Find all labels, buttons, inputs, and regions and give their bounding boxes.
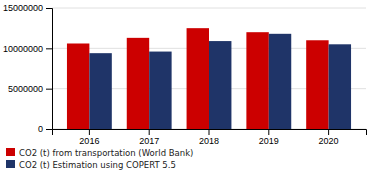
- tick: 0: [38, 124, 52, 134]
- legend-label: CO2 (t) from transportation (World Bank): [19, 148, 193, 158]
- tick-mark: [89, 129, 90, 135]
- bar-series: [89, 34, 351, 129]
- tick-label: 2018: [199, 136, 219, 146]
- legend-swatch: [6, 160, 15, 168]
- bar: [127, 38, 149, 129]
- grid: [52, 8, 366, 129]
- tick-mark: [46, 8, 52, 9]
- tick: 2019: [259, 129, 279, 146]
- tick: 2020: [319, 129, 339, 146]
- bar: [187, 28, 209, 129]
- bar: [306, 40, 328, 129]
- bar: [89, 53, 111, 129]
- plot: 0 5000000 10000000 15000000 2016 2017 2018 2019…: [3, 3, 367, 146]
- tick-label: 2020: [319, 136, 339, 146]
- tick-mark: [149, 129, 150, 135]
- x-axis: 2016 2017 2018 2019 2020: [53, 129, 367, 146]
- legend-label: CO2 (t) Estimation using COPERT 5.5: [19, 160, 176, 170]
- tick-label: 5000000: [8, 84, 43, 94]
- bars: [67, 28, 351, 129]
- tick-label: 2019: [259, 136, 279, 146]
- legend: CO2 (t) from transportation (World Bank)…: [6, 148, 193, 170]
- bar: [149, 52, 171, 129]
- bar: [269, 34, 291, 129]
- tick-mark: [46, 48, 52, 49]
- legend-swatch: [6, 148, 15, 156]
- tick-label: 0: [38, 124, 43, 134]
- y-axis: 0 5000000 10000000 15000000: [3, 3, 53, 134]
- tick-mark: [328, 129, 329, 135]
- tick: 10000000: [3, 44, 52, 54]
- tick-mark: [46, 89, 52, 90]
- legend-item: CO2 (t) Estimation using COPERT 5.5: [6, 160, 176, 170]
- tick-label: 15000000: [3, 3, 43, 13]
- tick-mark: [46, 129, 52, 130]
- tick-label: 10000000: [3, 44, 43, 54]
- grid-line: [52, 8, 366, 9]
- tick-label: 2016: [79, 136, 99, 146]
- legend-item: CO2 (t) from transportation (World Bank): [6, 148, 193, 158]
- tick: 2016: [79, 129, 99, 146]
- bar: [246, 32, 268, 129]
- axis-line: [46, 9, 53, 130]
- bar: [329, 44, 351, 129]
- tick: 15000000: [3, 3, 52, 13]
- chart: 0 5000000 10000000 15000000 2016 2017 2018 2019…: [0, 0, 378, 173]
- tick-label: 2017: [139, 136, 159, 146]
- tick-mark: [268, 129, 269, 135]
- bar-series: [67, 28, 329, 129]
- bar: [67, 43, 89, 129]
- tick: 5000000: [8, 84, 52, 94]
- tick-mark: [209, 129, 210, 135]
- axis-line: [53, 130, 367, 136]
- bar: [209, 41, 231, 129]
- tick: 2018: [199, 129, 219, 146]
- tick: 2017: [139, 129, 159, 146]
